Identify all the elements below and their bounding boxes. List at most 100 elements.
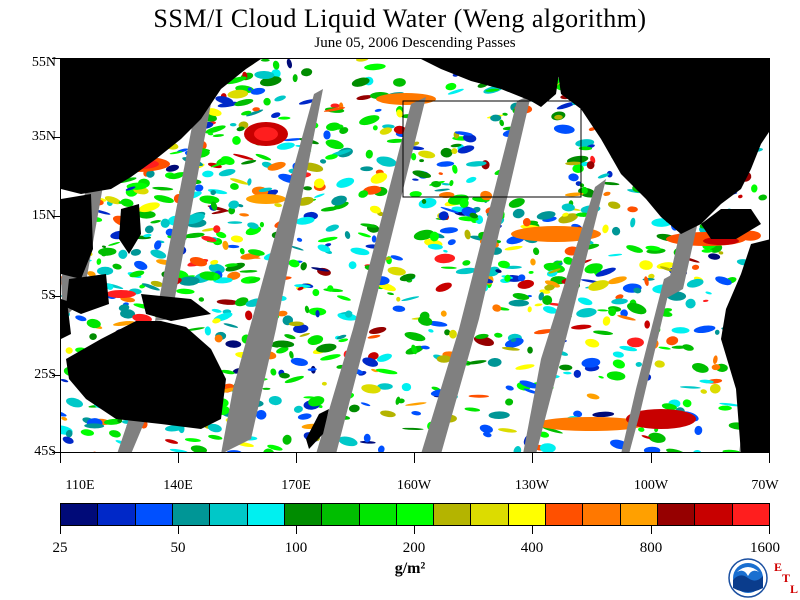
cloud-blob [468, 394, 489, 398]
cloud-blob [420, 345, 430, 350]
cloud-blob [475, 333, 489, 339]
cloud-blob [213, 225, 221, 234]
cloud-blob [326, 122, 341, 131]
cloud-blob [402, 427, 424, 430]
cloud-blob [758, 194, 767, 201]
cloud-blob [143, 233, 152, 238]
lat-label-15n: 15N [31, 208, 56, 223]
cloud-blob [211, 210, 229, 215]
cloud-blob [189, 256, 208, 267]
cloud-blob [451, 148, 458, 154]
cloud-blob [202, 170, 214, 178]
cloud-blob [421, 198, 427, 204]
cloud-blob [320, 354, 341, 361]
cloud-blob [201, 227, 217, 232]
cloud-blob [454, 131, 473, 136]
cloud-blob [488, 411, 510, 420]
cloud-blob [719, 402, 741, 407]
cloud-blob [564, 192, 584, 197]
cloud-blob [233, 153, 254, 160]
cloud-blob [542, 427, 563, 434]
swath-gap [523, 179, 606, 452]
cloud-blob [210, 190, 217, 196]
cloud-blob [357, 232, 371, 238]
cloud-blob [61, 378, 69, 383]
swath-gap [155, 71, 217, 321]
cloud-blob [205, 125, 226, 134]
colorbar-label-100: 100 [284, 540, 308, 556]
cloud-blob [556, 101, 576, 110]
colorbar-swatch [396, 504, 435, 525]
cloud-blob [315, 310, 320, 318]
cloud-blob [247, 87, 252, 91]
colorbar-swatch [583, 504, 621, 525]
cloud-blob [327, 285, 334, 292]
colorbar-swatch [98, 504, 136, 525]
cloud-blob [248, 277, 261, 284]
cloud-blob [241, 110, 252, 116]
cloud-blob [226, 450, 242, 452]
lon-label-170e: 170E [281, 478, 311, 493]
cloud-blob [401, 452, 414, 453]
cloud-blob [449, 329, 457, 339]
cloud-blob [533, 329, 554, 335]
cloud-blob [612, 351, 624, 358]
colorbar-label-25: 25 [52, 540, 68, 556]
cloud-blob [227, 89, 249, 99]
cloud-blob [485, 88, 499, 92]
cloud-blob [419, 159, 424, 163]
colorbar-swatch [322, 504, 360, 525]
cloud-blob [304, 305, 310, 314]
cloud-blob [234, 99, 254, 107]
colorbar-swatch [546, 504, 584, 525]
cloud-blob [227, 271, 241, 280]
cloud-blob [65, 347, 73, 354]
cloud-blob [372, 125, 378, 131]
cloud-blob [562, 371, 572, 375]
cloud-blob [702, 299, 709, 302]
cloud-blob [440, 147, 453, 158]
cloud-blob [370, 172, 388, 184]
cloud-blob [367, 334, 381, 339]
cloud-blob [120, 309, 136, 319]
cloud-blob [229, 178, 249, 185]
cloud-blob [713, 355, 718, 365]
cloud-blob [387, 266, 406, 276]
cloud-blob [436, 355, 452, 363]
cloud-blob [593, 330, 614, 336]
cloud-blob [586, 161, 595, 170]
cloud-blob [129, 270, 145, 278]
cloud-blob [608, 253, 623, 257]
cloud-blob [382, 124, 395, 129]
cloud-blob [434, 188, 450, 192]
cloud-blob [204, 326, 211, 336]
cloud-blob [339, 127, 349, 134]
cloud-blob [380, 410, 396, 418]
cloud-blob [230, 183, 239, 190]
lon-tick [769, 453, 770, 463]
cloud-blob [218, 168, 236, 177]
cloud-blob [214, 334, 223, 343]
cloud-blob [627, 302, 647, 315]
landmasses [61, 59, 769, 452]
cloud-blob [348, 404, 360, 413]
colorbar-tick [414, 526, 415, 534]
cloud-blob [369, 326, 387, 335]
colorbar-swatch [508, 504, 547, 525]
cloud-blob [236, 126, 245, 132]
cloud-blob [225, 262, 245, 272]
swath-gap [316, 97, 426, 452]
cloud-blob [210, 201, 218, 211]
colorbar-swatch [247, 504, 285, 525]
cloud-blob [595, 267, 616, 277]
cloud-blob [693, 450, 702, 452]
cloud-blob [606, 170, 613, 178]
cloud-blob [98, 247, 117, 256]
cloud-blob [340, 452, 345, 453]
cloud-blob [480, 190, 493, 201]
cloud-blob [469, 212, 479, 219]
cloud-blob [165, 439, 179, 444]
cloud-blob [387, 292, 395, 296]
cloud-blob [611, 226, 621, 236]
colorbar-tick [60, 526, 61, 534]
